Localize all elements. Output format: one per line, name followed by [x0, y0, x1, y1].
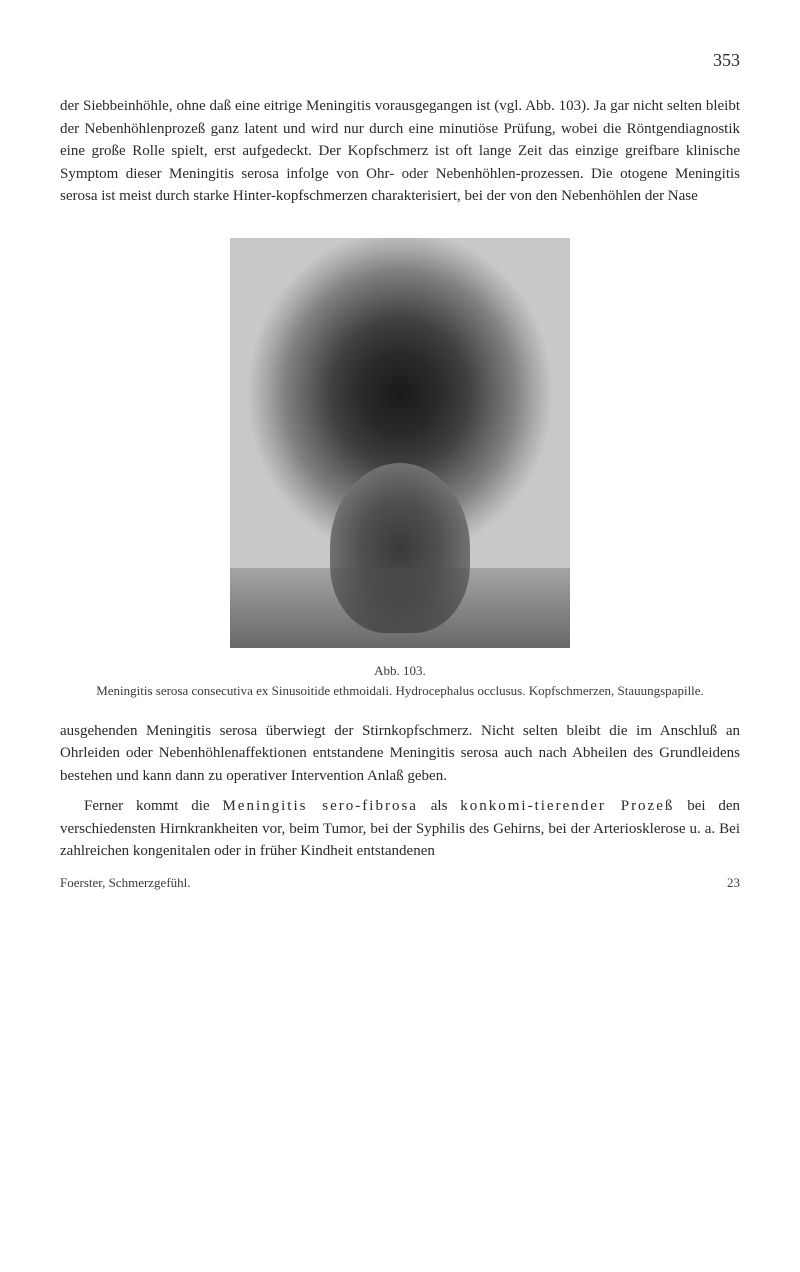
- paragraph-3-mid1: als: [418, 798, 460, 814]
- paragraph-3-term1: Meningitis sero-fibrosa: [222, 798, 417, 814]
- paragraph-3-indent: Ferner kommt die: [84, 798, 222, 814]
- paragraph-1: der Siebbeinhöhle, ohne daß eine eitrige…: [60, 95, 740, 208]
- paragraph-3: Ferner kommt die Meningitis sero-fibrosa…: [60, 795, 740, 863]
- figure-container: Abb. 103. Meningitis serosa consecutiva …: [60, 238, 740, 700]
- page-number: 353: [60, 50, 740, 71]
- figure-label: Abb. 103.: [96, 662, 704, 680]
- paragraph-3-term2: konkomi-tierender Prozeß: [460, 798, 674, 814]
- figure-caption: Abb. 103. Meningitis serosa consecutiva …: [96, 662, 704, 700]
- footer: Foerster, Schmerzgefühl. 23: [60, 875, 740, 891]
- paragraph-2: ausgehenden Meningitis serosa überwiegt …: [60, 720, 740, 788]
- footer-author: Foerster, Schmerzgefühl.: [60, 875, 191, 891]
- figure-image-xray-skull: [230, 238, 570, 648]
- figure-caption-text: Meningitis serosa consecutiva ex Sinusoi…: [96, 682, 704, 700]
- footer-signature-number: 23: [727, 875, 740, 891]
